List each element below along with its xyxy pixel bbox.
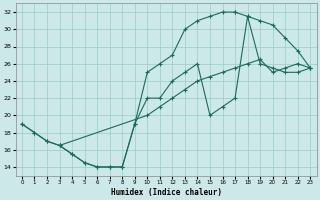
X-axis label: Humidex (Indice chaleur): Humidex (Indice chaleur) xyxy=(111,188,221,197)
